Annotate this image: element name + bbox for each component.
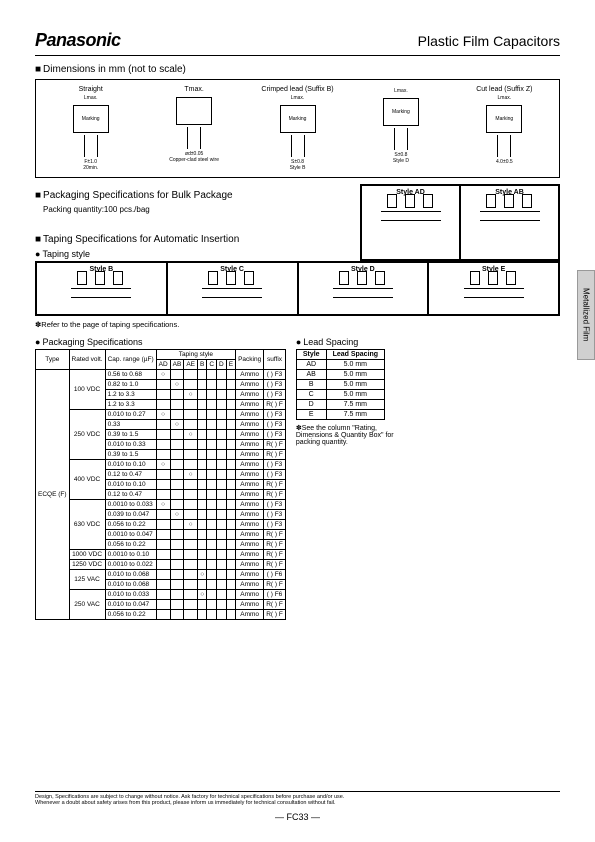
dimension-item: StraightLmax. Marking F±1.0 20min. xyxy=(42,86,139,171)
taping-heading: Taping Specifications for Automatic Inse… xyxy=(35,234,354,245)
taping-ref-note: Refer to the page of taping specificatio… xyxy=(35,320,560,329)
taping-style-sub: Taping style xyxy=(35,249,354,259)
packaging-spec-block: Packaging Specifications TypeRated volt.… xyxy=(35,333,286,620)
lead-spacing-block: Lead Spacing StyleLead SpacingAD5.0 mmAB… xyxy=(296,333,396,620)
lead-spacing-heading: Lead Spacing xyxy=(296,337,396,347)
page-footer: Design, Specifications are subject to ch… xyxy=(35,791,560,822)
footer-line2: Whenever a doubt about safety arises fro… xyxy=(35,800,560,806)
side-tab-metallized: Metallized Film xyxy=(577,270,595,360)
packaging-spec-table: TypeRated volt.Cap. range (µF)Taping sty… xyxy=(35,349,286,620)
packaging-spec-heading: Packaging Specifications xyxy=(35,337,286,347)
tape-style-row: Style BStyle CStyle DStyle E xyxy=(35,261,560,316)
page-header: Panasonic Plastic Film Capacitors xyxy=(35,30,560,56)
page-number: — FC33 — xyxy=(35,812,560,822)
packaging-text: Packaging Specifications for Bulk Packag… xyxy=(35,184,354,261)
page-title: Plastic Film Capacitors xyxy=(418,33,560,49)
dimensions-box: StraightLmax. Marking F±1.0 20min.Tmax. … xyxy=(35,79,560,178)
lead-spacing-note: ✽See the column "Rating, Dimensions & Qu… xyxy=(296,424,396,446)
top-style-grid: Style ADStyle AB xyxy=(360,184,560,261)
bulk-heading: Packaging Specifications for Bulk Packag… xyxy=(35,190,354,201)
brand-logo: Panasonic xyxy=(35,30,121,51)
style-cell: Style D xyxy=(298,262,429,315)
tables-row: Packaging Specifications TypeRated volt.… xyxy=(35,333,560,620)
packaging-row: Packaging Specifications for Bulk Packag… xyxy=(35,184,560,261)
style-cell: Style B xyxy=(36,262,167,315)
dimension-item: Cut lead (Suffix Z)Lmax. Marking 4.0±0.5 xyxy=(456,86,553,171)
dimensions-heading: Dimensions in mm (not to scale) xyxy=(35,64,560,75)
dimension-item: Lmax. Marking S±0.8 Style D xyxy=(352,86,449,171)
dimension-item: Crimped lead (Suffix B)Lmax. Marking S±0… xyxy=(249,86,346,171)
dimension-item: Tmax. ød±0.05 Copper-clad steel wire xyxy=(145,86,242,171)
style-cell: Style C xyxy=(167,262,298,315)
style-cell: Style AD xyxy=(361,185,460,260)
bulk-qty: Packing quantity:100 pcs./bag xyxy=(43,205,354,214)
style-cell: Style AB xyxy=(460,185,559,260)
lead-spacing-table: StyleLead SpacingAD5.0 mmAB5.0 mmB5.0 mm… xyxy=(296,349,385,420)
style-cell: Style E xyxy=(428,262,559,315)
